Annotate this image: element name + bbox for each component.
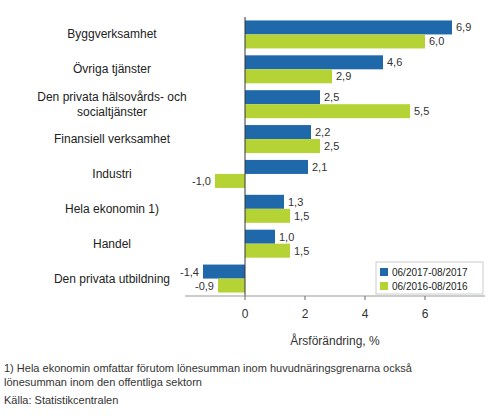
bar (245, 139, 320, 153)
source: Källa: Statistikcentralen (4, 394, 118, 406)
data-label: 2,5 (324, 140, 339, 152)
legend-label: 06/2017-08/2017 (392, 267, 468, 278)
category-label-line: Byggverksamhet (67, 27, 157, 41)
x-tick-label: 0 (242, 307, 249, 321)
footnote: 1) Hela ekonomin omfattar förutom lönesu… (4, 362, 413, 374)
category-label-line: Övriga tjänster (73, 62, 151, 76)
x-tick (305, 296, 306, 300)
bar (245, 244, 290, 258)
data-label: 2,5 (324, 91, 339, 103)
category-label: Byggverksamhet (67, 27, 157, 41)
x-tick (365, 296, 366, 300)
category-label-line: Den privata utbildning (54, 272, 170, 286)
data-label: 1,5 (294, 210, 309, 222)
category-label: Finansiell verksamhet (54, 132, 171, 146)
category-label: Övriga tjänster (73, 62, 151, 76)
legend-label: 06/2016-08/2016 (392, 281, 468, 292)
data-label: -0,9 (195, 280, 214, 292)
bar (245, 195, 284, 209)
data-label: 2,1 (312, 161, 327, 173)
category-label-line: Industri (92, 167, 131, 181)
legend-box (376, 262, 483, 294)
data-label: 6,0 (429, 35, 444, 47)
x-axis-title: Årsförändring, % (290, 333, 380, 348)
category-label-line: Den privata hälsovårds- och (37, 90, 186, 104)
category-label: Den privata utbildning (54, 272, 170, 286)
bar (245, 55, 383, 69)
category-label: Industri (92, 167, 131, 181)
bar (203, 265, 245, 279)
data-label: 5,5 (414, 105, 429, 117)
x-tick-label: 6 (422, 307, 429, 321)
chart: 6,9 4,6 2,5 2,2 2,1 1,3 1,0 -1,4 6,0 2,9 5,5 2,5 -1,… (0, 0, 493, 416)
category-label-line: Finansiell verksamhet (54, 132, 171, 146)
bar (245, 230, 275, 244)
category-label: Handel (93, 237, 131, 251)
bar (245, 20, 452, 34)
footnote: lönesumman inom den offentliga sektorn (4, 376, 202, 388)
zero-line (245, 17, 246, 296)
data-labels: 6,9 4,6 2,5 2,2 2,1 1,3 1,0 -1,4 6,0 2,9 5,5 2,5 -1,… (180, 21, 471, 291)
data-label: 4,6 (387, 56, 402, 68)
x-axis-line (185, 296, 485, 297)
data-label: -1,0 (192, 175, 211, 187)
category-label-line: socialtjänster (77, 105, 147, 119)
legend-swatch (380, 282, 388, 290)
data-label: 1,5 (294, 245, 309, 257)
legend-swatch (380, 268, 388, 276)
category-label: Hela ekonomin 1) (65, 202, 159, 216)
bar (245, 69, 332, 83)
category-label-line: Handel (93, 237, 131, 251)
bar (215, 174, 245, 188)
data-label: 1,3 (288, 196, 303, 208)
category-label-line: Hela ekonomin 1) (65, 202, 159, 216)
data-label: 2,9 (336, 70, 351, 82)
legend: 06/2017-08/2017 06/2016-08/2016 (376, 262, 483, 294)
category-label: Den privata hälsovårds- ochsocialtjänste… (37, 90, 186, 119)
bar (245, 160, 308, 174)
x-tick-label: 4 (362, 307, 369, 321)
x-tick (425, 296, 426, 300)
bar (245, 209, 290, 223)
data-label: 1,0 (279, 231, 294, 243)
bars (203, 20, 452, 292)
x-tick-label: 2 (302, 307, 309, 321)
bar (245, 34, 425, 48)
x-tick (245, 296, 246, 300)
data-label: 2,2 (315, 126, 330, 138)
bar (245, 90, 320, 104)
bar (218, 279, 245, 293)
bar (245, 104, 410, 118)
bar (245, 125, 311, 139)
data-label: 6,9 (456, 21, 471, 33)
data-label: -1,4 (180, 266, 199, 278)
